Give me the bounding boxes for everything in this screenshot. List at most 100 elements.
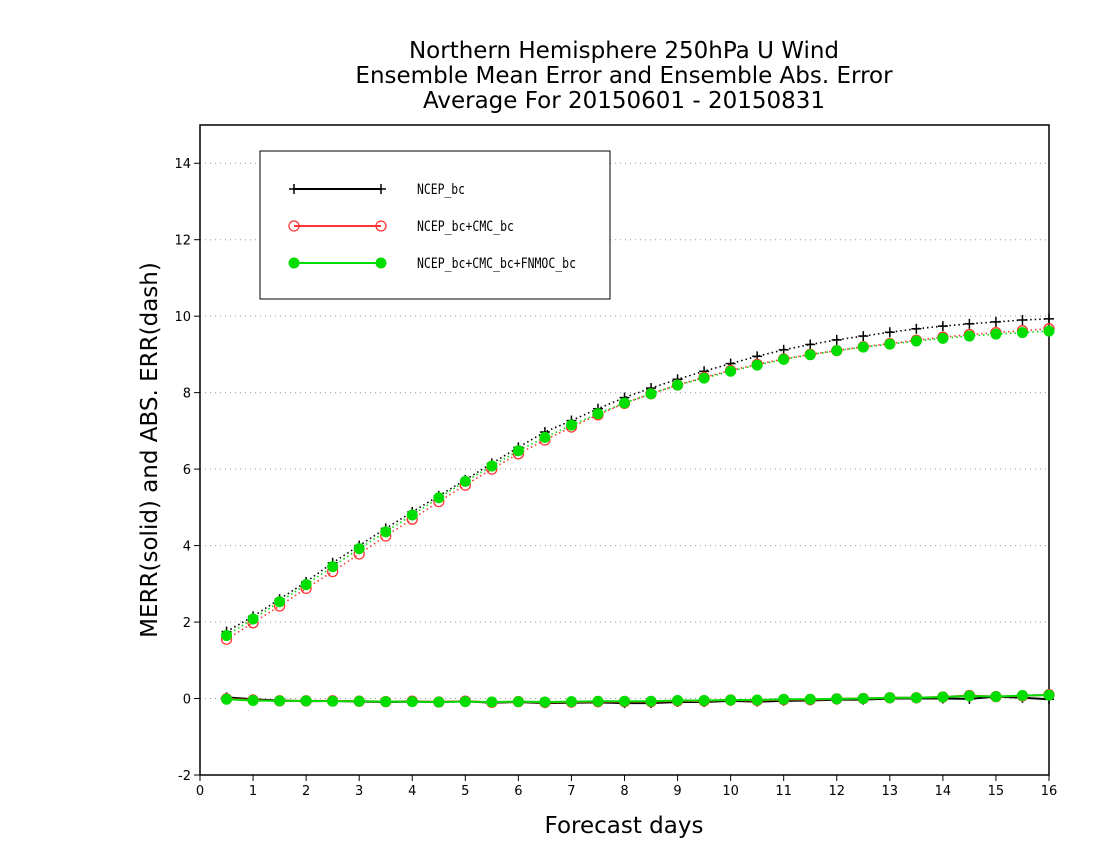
- series-1-abs-err-point: [990, 316, 1001, 327]
- series-3-mean-err-point: [804, 693, 816, 705]
- series-3-mean-err-point: [884, 692, 896, 704]
- x-tick-label: 7: [567, 784, 575, 799]
- series-3-abs-err-point: [406, 509, 418, 521]
- series-3-abs-err-point: [751, 359, 763, 371]
- series-3-mean-err-point: [274, 695, 286, 707]
- y-tick-label: 10: [174, 310, 191, 325]
- series-3-mean-err-point: [300, 695, 312, 707]
- series-3-mean-err-point: [725, 694, 737, 706]
- series-3-abs-err-point: [274, 596, 286, 608]
- series-3-abs-err-point: [672, 379, 684, 391]
- series-3-mean-err-point: [406, 696, 418, 708]
- series-3-abs-err-point: [565, 419, 577, 431]
- x-tick-label: 3: [355, 784, 363, 799]
- legend-label: NCEP_bc: [417, 182, 465, 198]
- y-tick-label: 2: [183, 616, 191, 631]
- series-3-mean-err-point: [353, 695, 365, 707]
- series-3-abs-err-point: [1043, 325, 1055, 337]
- series-1-abs-err-line: [226, 318, 1050, 633]
- y-axis-title: MERR(solid) and ABS. ERR(dash): [137, 262, 163, 638]
- series-1-abs-err-point: [805, 339, 816, 350]
- x-tick-label: 1: [249, 784, 257, 799]
- y-tick-label: -2: [178, 769, 191, 784]
- series-3-abs-err-point: [804, 349, 816, 361]
- series-2-abs-err-line: [226, 327, 1050, 640]
- series-3-abs-err-point: [645, 388, 657, 400]
- legend-label: NCEP_bc+CMC_bc: [417, 219, 514, 235]
- series-3-mean-err-point: [327, 695, 339, 707]
- x-tick-label: 8: [620, 784, 628, 799]
- y-tick-label: 14: [174, 157, 191, 172]
- series-3-mean-err-point: [1043, 689, 1055, 701]
- series-layer: [220, 313, 1055, 709]
- series-3-abs-err-point: [539, 431, 551, 443]
- y-tick-label: 4: [183, 540, 191, 555]
- series-3-abs-err-point: [380, 526, 392, 538]
- series-3-abs-err-point: [910, 335, 922, 347]
- series-3-mean-err-point: [619, 695, 630, 707]
- legend: NCEP_bc NCEP_bc+CMC_bc NCEP_bc+CMC_bc+FNMO…: [259, 150, 611, 300]
- series-1-abs-err-point: [884, 327, 895, 338]
- series-1-abs-err-point: [831, 334, 842, 345]
- series-3-mean-err-point: [433, 696, 445, 708]
- series-3-abs-err-line: [226, 330, 1050, 637]
- series-3-mean-err-point: [751, 694, 763, 706]
- x-tick-label: 10: [722, 784, 739, 799]
- series-3-abs-err-point: [1016, 327, 1028, 339]
- series-3-abs-err-point: [831, 345, 843, 357]
- series-3-mean-err-point: [910, 692, 922, 704]
- legend-marker: [288, 257, 300, 269]
- series-3-mean-err-point: [990, 691, 1002, 703]
- x-tick-label: 13: [882, 784, 899, 799]
- series-3-mean-err-point: [937, 691, 949, 703]
- series-3-abs-err-point: [937, 332, 949, 344]
- series-3-abs-err-point: [778, 353, 790, 365]
- legend-marker: [375, 220, 387, 232]
- legend-marker: [289, 184, 299, 194]
- legend-marker: [375, 257, 387, 269]
- title-line-3: Average For 20150601 - 20150831: [423, 88, 825, 114]
- series-2: [220, 323, 1055, 709]
- series-3-mean-err-point: [512, 696, 524, 708]
- y-tick-label: 0: [183, 693, 191, 708]
- series-3-mean-err-point: [963, 690, 975, 702]
- series-3-abs-err-point: [512, 445, 524, 457]
- series-3-abs-err-point: [486, 460, 498, 472]
- series-3-mean-err-point: [565, 696, 577, 708]
- series-1-abs-err-point: [911, 323, 922, 334]
- series-3-mean-err-point: [645, 695, 657, 707]
- x-tick-label: 14: [935, 784, 952, 799]
- series-3-mean-err-point: [672, 694, 684, 706]
- series-1: [221, 313, 1054, 709]
- series-3-mean-err-point: [486, 696, 498, 708]
- series-3-abs-err-point: [327, 561, 339, 573]
- x-tick-label: 9: [673, 784, 681, 799]
- series-3: [221, 325, 1055, 708]
- series-1-abs-err-point: [858, 331, 869, 342]
- x-tick-label: 5: [461, 784, 469, 799]
- x-axis-title: Forecast days: [545, 813, 704, 839]
- series-3-abs-err-point: [353, 543, 365, 555]
- series-3-abs-err-point: [857, 341, 869, 353]
- series-1-abs-err-point: [778, 344, 789, 355]
- series-3-abs-err-point: [221, 629, 233, 641]
- x-tick-label: 16: [1041, 784, 1058, 799]
- y-tick-label: 8: [183, 387, 191, 402]
- x-tick-label: 4: [408, 784, 416, 799]
- series-3-abs-err-point: [433, 492, 445, 504]
- series-3-abs-err-point: [619, 397, 630, 409]
- series-3-abs-err-point: [725, 365, 737, 377]
- x-tick-label: 15: [988, 784, 1005, 799]
- series-3-mean-err-point: [592, 695, 604, 707]
- legend-marker: [376, 184, 386, 194]
- legend-label: NCEP_bc+CMC_bc+FNMOC_bc: [417, 256, 576, 272]
- y-tick-label: 12: [174, 234, 191, 249]
- series-3-mean-err-point: [1016, 689, 1028, 701]
- series-3-mean-err-point: [459, 696, 471, 708]
- series-3-abs-err-point: [990, 328, 1002, 340]
- series-1-abs-err-point: [964, 318, 975, 329]
- series-3-abs-err-point: [247, 613, 259, 625]
- title-line-1: Northern Hemisphere 250hPa U Wind: [409, 38, 839, 64]
